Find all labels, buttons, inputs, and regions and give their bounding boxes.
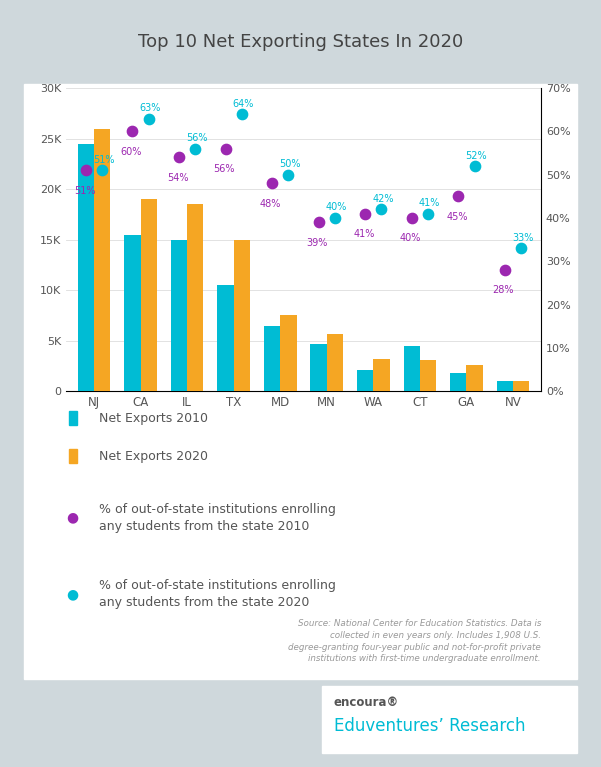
Point (81, 164, 91, 176)
Point (516, 242, 526, 255)
Bar (171, 239, 187, 391)
Point (470, 160, 480, 173)
Text: 54%: 54% (167, 173, 188, 183)
Text: % of out-of-state institutions enrolling
any students from the state 2020: % of out-of-state institutions enrolling… (99, 579, 336, 610)
Text: 41%: 41% (419, 198, 440, 208)
Text: ●: ● (66, 588, 78, 601)
Point (330, 212, 340, 224)
Bar (78, 143, 94, 391)
Point (221, 143, 230, 155)
Text: 48%: 48% (260, 199, 281, 209)
Text: 33%: 33% (512, 233, 533, 243)
Text: 45%: 45% (446, 212, 468, 222)
Text: 64%: 64% (233, 99, 254, 109)
Text: Eduventures’ Research: Eduventures’ Research (334, 717, 525, 735)
Point (377, 203, 386, 216)
Point (144, 113, 153, 125)
Point (191, 143, 200, 155)
Bar (420, 360, 436, 391)
Bar (311, 344, 327, 391)
Text: Net Exports 2020: Net Exports 2020 (99, 450, 208, 463)
Text: Top 10 Net Exporting States In 2020: Top 10 Net Exporting States In 2020 (138, 33, 463, 51)
Text: 51%: 51% (93, 155, 114, 165)
Bar (404, 346, 420, 391)
Point (174, 151, 184, 163)
Text: 52%: 52% (465, 150, 487, 160)
Text: 56%: 56% (213, 164, 235, 174)
Text: 50%: 50% (279, 160, 300, 170)
Bar (280, 315, 296, 391)
Point (97, 164, 107, 176)
Point (407, 212, 416, 224)
Point (267, 177, 277, 189)
Bar (218, 285, 234, 391)
Bar (234, 239, 250, 391)
Bar (187, 204, 203, 391)
Bar (327, 334, 343, 391)
Bar (450, 373, 466, 391)
Bar (141, 199, 157, 391)
Bar (124, 235, 141, 391)
Text: 63%: 63% (139, 103, 161, 113)
Text: % of out-of-state institutions enrolling
any students from the state 2010: % of out-of-state institutions enrolling… (99, 502, 336, 533)
Text: Source: National Center for Education Statistics. Data is
collected in even year: Source: National Center for Education St… (288, 619, 541, 663)
Bar (94, 129, 111, 391)
Point (314, 216, 323, 229)
Text: 51%: 51% (74, 186, 95, 196)
Text: 42%: 42% (372, 194, 394, 204)
Text: Net Exports 2010: Net Exports 2010 (99, 412, 208, 424)
Point (127, 125, 137, 137)
Bar (466, 365, 483, 391)
Text: ●: ● (66, 511, 78, 525)
Text: 28%: 28% (493, 285, 514, 295)
Text: encoura®: encoura® (334, 696, 399, 709)
Text: 41%: 41% (353, 229, 374, 239)
Point (284, 169, 293, 181)
Text: 60%: 60% (120, 146, 142, 156)
Text: 40%: 40% (400, 233, 421, 243)
Point (454, 190, 463, 202)
Text: 40%: 40% (326, 202, 347, 212)
Bar (357, 370, 373, 391)
Point (361, 208, 370, 220)
Point (423, 208, 433, 220)
Bar (513, 381, 529, 391)
Bar (373, 359, 389, 391)
Bar (496, 381, 513, 391)
Text: 39%: 39% (307, 238, 328, 248)
Point (500, 264, 510, 276)
Point (237, 108, 246, 120)
Text: 56%: 56% (186, 133, 207, 143)
Bar (264, 325, 280, 391)
